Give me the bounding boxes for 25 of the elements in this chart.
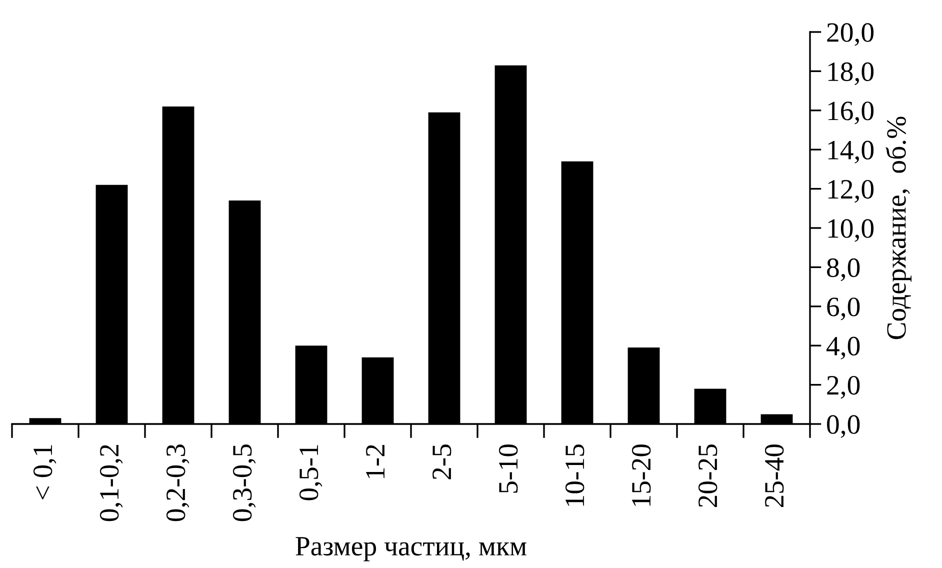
x-axis-title: Размер частиц, мкм <box>296 537 526 562</box>
x-tick-label: 5-10 <box>498 444 518 493</box>
y-tick-label: 2,0 <box>827 376 860 399</box>
y-axis-title: Содержание, об.% <box>886 116 912 340</box>
x-tick-label: 0,1-0,2 <box>100 444 123 522</box>
y-tick-label: 0,0 <box>827 415 860 438</box>
x-tick-label: 2-5 <box>432 444 452 480</box>
y-tick-label: 8,0 <box>827 258 860 282</box>
y-tick-label: 4,0 <box>826 336 860 360</box>
x-tick-label: < 0,1 <box>33 445 56 500</box>
y-tick-label: 6,0 <box>827 298 860 320</box>
y-tick-label: 16,0 <box>828 102 874 124</box>
y-tick-label: 20,0 <box>827 23 874 46</box>
x-tick-label: 0,3-0,5 <box>232 444 256 522</box>
x-tick-label: 20-25 <box>698 444 718 508</box>
x-tick-label: 0,2-0,3 <box>166 444 190 522</box>
x-tick-label: 25-40 <box>764 444 784 508</box>
x-tick-label: 10-15 <box>565 444 584 506</box>
x-tick-label: 0,5-1 <box>299 445 322 500</box>
y-tick-label: 10,0 <box>828 219 874 242</box>
y-tick-label: 12,0 <box>828 180 874 203</box>
x-tick-label: 1-2 <box>366 444 384 478</box>
y-tick-label: 14,0 <box>828 140 874 164</box>
x-tick-label: 15-20 <box>632 444 651 506</box>
y-tick-label: 18,0 <box>828 62 874 86</box>
